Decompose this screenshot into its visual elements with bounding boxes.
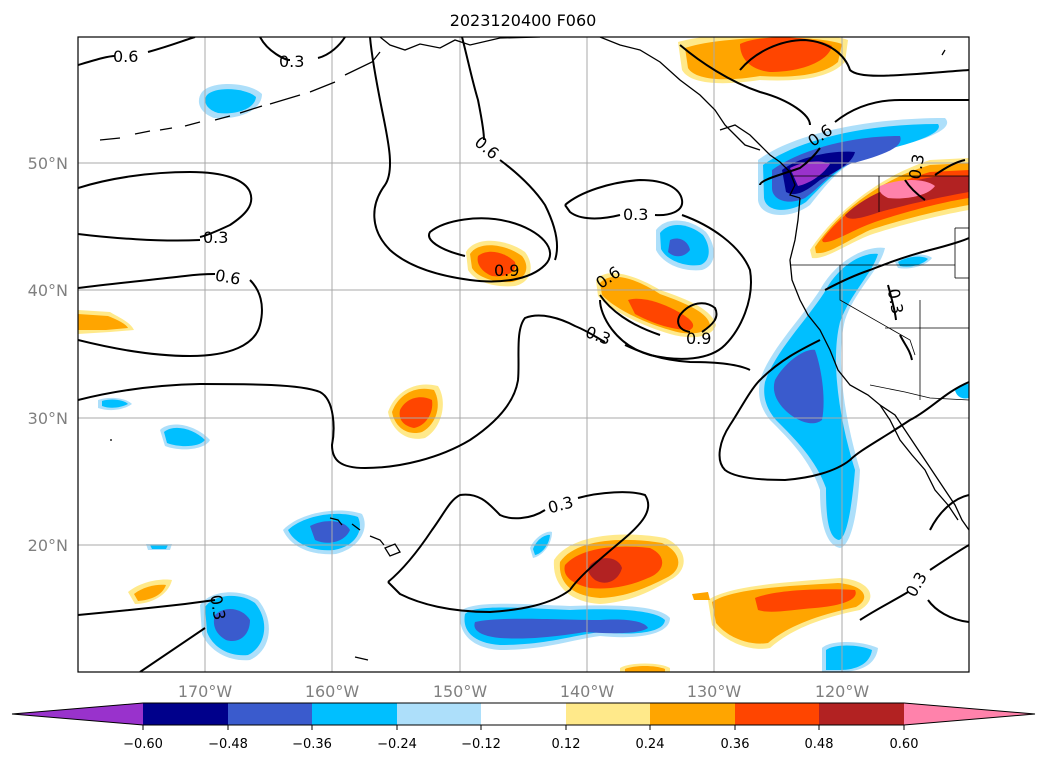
latitude-labels: 50°N 40°N 30°N 20°N: [28, 154, 68, 555]
lon-label: 140°W: [560, 682, 615, 701]
contour-label: 0.6: [113, 47, 138, 66]
colorbar-tick-label: 0.36: [721, 737, 750, 752]
lon-label: 170°W: [178, 682, 233, 701]
colorbar-swatch: [228, 703, 312, 725]
lon-label: 150°W: [433, 682, 488, 701]
contour-label: 0.3: [623, 205, 648, 224]
contour-label: 0.3: [905, 152, 928, 180]
colorbar-extend-right: [904, 703, 1035, 725]
colorbar-tick-label: −0.12: [461, 737, 501, 752]
colorbar-swatch: [819, 703, 904, 725]
colorbar-tick-label: 0.60: [890, 737, 919, 752]
colorbar-tick-label: −0.60: [123, 737, 163, 752]
colorbar-tick-label: −0.36: [292, 737, 332, 752]
colorbar-tick-label: 0.12: [552, 737, 581, 752]
colorbar-swatch: [650, 703, 735, 725]
lat-label: 50°N: [28, 154, 68, 173]
colorbar-swatch: [397, 703, 481, 725]
colorbar-tick-label: 0.48: [805, 737, 834, 752]
map-title: 2023120400 F060: [450, 11, 597, 30]
colorbar-tick-label: −0.24: [377, 737, 417, 752]
shaded-fields: [78, 37, 969, 672]
colorbar-tick-labels: −0.60 −0.48 −0.36 −0.24 −0.12 0.12 0.24 …: [123, 737, 918, 752]
contour-lines: [78, 37, 969, 672]
lat-label: 40°N: [28, 281, 68, 300]
colorbar-swatch: [735, 703, 819, 725]
colorbar-swatch: [312, 703, 397, 725]
lon-label: 130°W: [687, 682, 742, 701]
colorbar: −0.60 −0.48 −0.36 −0.24 −0.12 0.12 0.24 …: [11, 702, 1036, 752]
colorbar-tick-label: −0.48: [208, 737, 248, 752]
coastlines: [99, 37, 969, 661]
contour-label: 0.9: [494, 261, 519, 280]
contour-label: 0.3: [206, 593, 229, 621]
colorbar-extend-left: [12, 703, 143, 725]
longitude-labels: 170°W 160°W 150°W 140°W 130°W 120°W: [178, 682, 870, 701]
colorbar-swatch: [481, 703, 566, 725]
contour-label: 0.9: [686, 329, 711, 348]
contour-label: 0.3: [884, 287, 907, 315]
map-frame: [77, 36, 970, 673]
political-borders: [790, 175, 969, 401]
lat-label: 20°N: [28, 536, 68, 555]
colorbar-swatch: [143, 703, 228, 725]
lon-label: 160°W: [305, 682, 360, 701]
lat-label: 30°N: [28, 409, 68, 428]
lon-label: 120°W: [815, 682, 870, 701]
contour-label: 0.3: [279, 52, 304, 71]
contour-label: 0.6: [214, 266, 242, 289]
colorbar-swatch: [566, 703, 650, 725]
contour-label: 0.3: [203, 228, 228, 247]
map-area: 0.6 0.3 0.6 0.3 0.6 0.9 0.3 0.6 0.9 0.3 …: [78, 37, 969, 672]
colorbar-tick-label: 0.24: [636, 737, 665, 752]
colorbar-ticks: [142, 725, 905, 730]
